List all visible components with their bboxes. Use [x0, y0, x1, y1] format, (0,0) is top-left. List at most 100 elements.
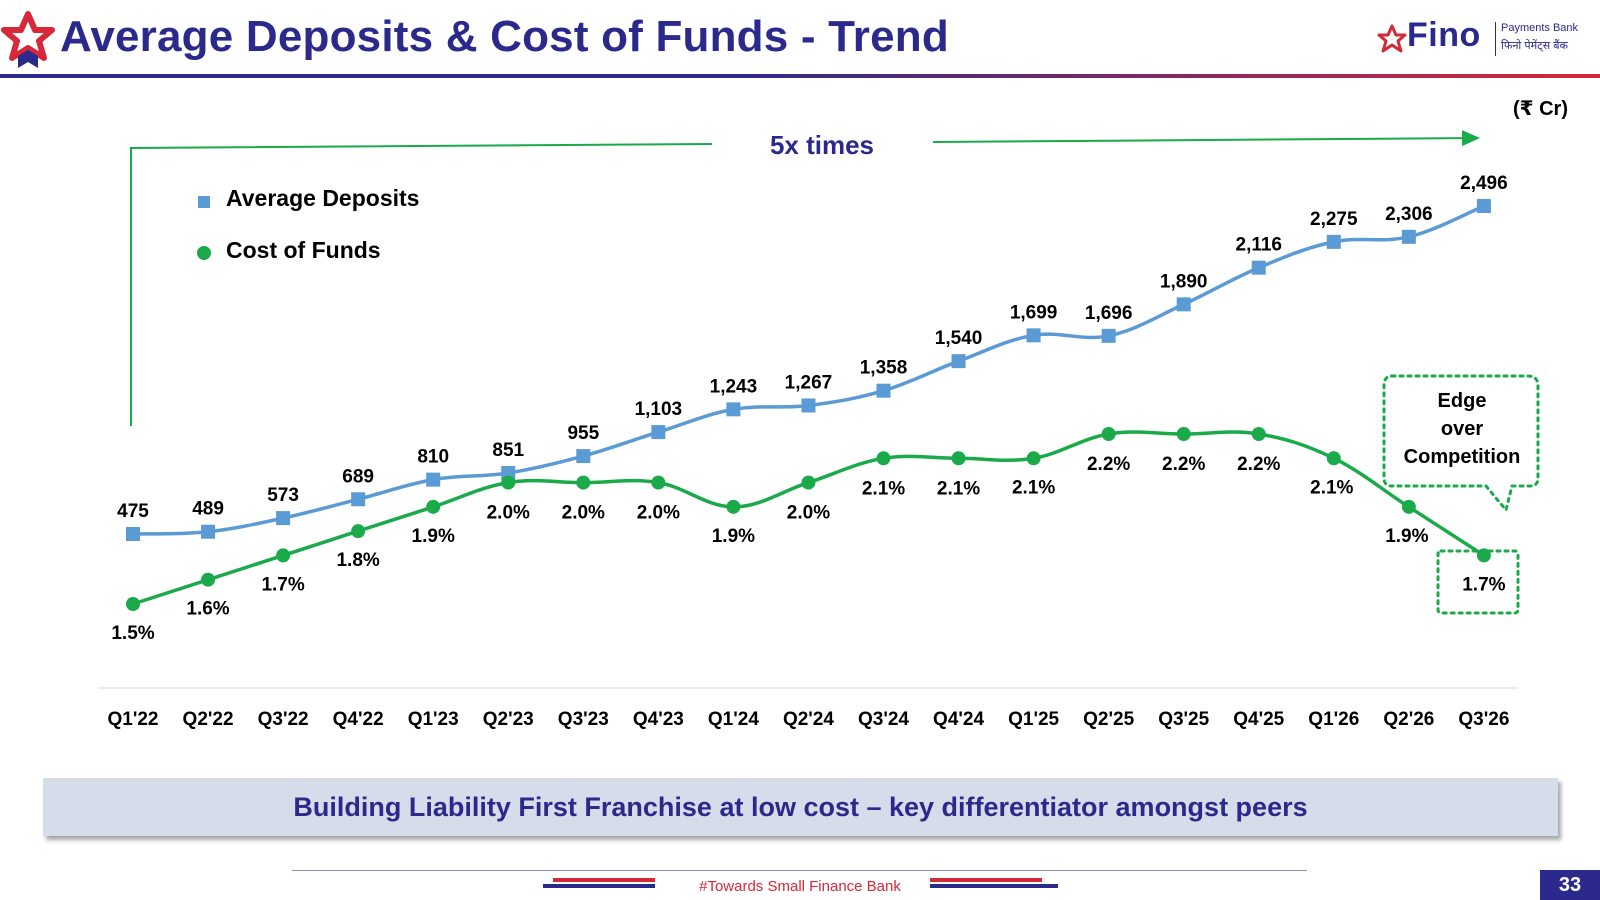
- cost-of-funds-value-label: 2.2%: [1237, 454, 1280, 475]
- cost-of-funds-value-label: 1.7%: [261, 574, 304, 595]
- cost-of-funds-point: [951, 451, 966, 466]
- deposits-point: [576, 449, 591, 464]
- cost-of-funds-point: [126, 597, 140, 611]
- cost-of-funds-point: [1326, 451, 1341, 466]
- cost-of-funds-value-label: 2.0%: [487, 503, 530, 524]
- deposits-value-label: 955: [567, 423, 599, 444]
- cost-of-funds-point: [651, 475, 666, 490]
- header-divider: [0, 74, 1600, 78]
- x-tick-label: Q1'25: [1008, 709, 1059, 730]
- cost-of-funds-value-label: 1.5%: [111, 623, 154, 644]
- deposits-point: [1401, 229, 1416, 244]
- x-tick-label: Q2'26: [1383, 709, 1434, 730]
- x-tick-label: Q3'22: [258, 709, 309, 730]
- cost-of-funds-value-label: 2.0%: [562, 503, 605, 524]
- brand-separator: [1495, 22, 1496, 56]
- page-title: Average Deposits & Cost of Funds - Trend: [60, 12, 949, 61]
- x-tick-label: Q2'24: [783, 709, 834, 730]
- cost-of-funds-value-label: 1.6%: [186, 599, 229, 620]
- deposits-point: [1101, 328, 1116, 343]
- deposits-value-label: 475: [117, 501, 149, 522]
- deposits-point: [1251, 260, 1266, 275]
- deposits-point: [726, 402, 741, 417]
- x-tick-label: Q1'22: [108, 709, 159, 730]
- footer-bar-left: [543, 884, 655, 888]
- unit-label: (₹ Cr): [1512, 98, 1568, 120]
- deposits-point: [501, 465, 516, 480]
- page-number: 33: [1540, 870, 1600, 900]
- cost-of-funds-value-label: 1.9%: [712, 526, 755, 547]
- deposits-value-label: 1,890: [1160, 271, 1208, 292]
- star-logo-icon: [1, 11, 55, 68]
- cost-of-funds-point: [276, 548, 291, 563]
- footer-bar-right-accent: [930, 878, 1042, 882]
- callout-line-1: Edge: [1438, 390, 1487, 412]
- cost-of-funds-value-label: 2.2%: [1087, 454, 1130, 475]
- cost-of-funds-value-label: 2.1%: [1310, 477, 1353, 498]
- deposits-point: [126, 527, 140, 541]
- deposits-point: [426, 472, 441, 487]
- deposits-value-label: 810: [417, 447, 449, 468]
- brand-name: Fino: [1407, 16, 1481, 54]
- cost-of-funds-point: [1101, 427, 1116, 441]
- cost-of-funds-value-label: 2.0%: [787, 503, 830, 524]
- cost-of-funds-value-label: 2.1%: [937, 478, 980, 499]
- deposits-point: [651, 425, 666, 440]
- x-tick-label: Q4'25: [1233, 709, 1284, 730]
- brand-logo: Fino Payments Bank फिनो पेमेंट्स बैंक: [1377, 16, 1592, 62]
- footer-bar-left-accent: [553, 878, 655, 882]
- footer-bar-right: [930, 884, 1058, 888]
- key-message-banner: Building Liability First Franchise at lo…: [43, 778, 1558, 836]
- x-tick-label: Q1'24: [708, 709, 759, 730]
- deposits-point: [1176, 297, 1191, 312]
- deposits-value-label: 1,540: [935, 328, 983, 349]
- callout-line-3: Competition: [1404, 446, 1521, 468]
- cost-of-funds-value-label: 1.7%: [1462, 574, 1505, 595]
- x-tick-label: Q1'26: [1308, 709, 1359, 730]
- deposits-point: [876, 383, 891, 398]
- deposits-point: [801, 398, 816, 413]
- callout-bubble: [1382, 374, 1540, 514]
- cost-of-funds-point: [726, 499, 741, 514]
- growth-bracket-left: [130, 143, 713, 426]
- cost-of-funds-value-label: 2.1%: [1012, 477, 1055, 498]
- deposits-point: [201, 524, 216, 539]
- cost-of-funds-value-label: 1.8%: [336, 550, 379, 571]
- x-tick-label: Q2'22: [183, 709, 234, 730]
- cost-of-funds-point: [1176, 427, 1191, 441]
- cost-of-funds-point: [1401, 499, 1416, 514]
- x-tick-label: Q2'23: [483, 709, 534, 730]
- cost-of-funds-point: [1251, 427, 1266, 441]
- cost-of-funds-value-label: 1.9%: [1385, 526, 1428, 547]
- x-tick-label: Q2'25: [1083, 709, 1134, 730]
- deposits-point: [951, 354, 966, 369]
- cost-of-funds-point: [876, 451, 891, 466]
- deposits-value-label: 1,696: [1085, 303, 1133, 324]
- deposits-value-label: 1,358: [860, 358, 908, 379]
- deposits-point: [276, 511, 291, 526]
- cost-of-funds-point: [426, 499, 441, 514]
- deposits-point: [351, 492, 366, 507]
- footer-divider: [292, 870, 1307, 871]
- growth-annotation: 5x times: [770, 130, 874, 160]
- cost-of-funds-value-label: 2.2%: [1162, 454, 1205, 475]
- callout-line-2: over: [1441, 418, 1483, 440]
- deposits-value-label: 1,243: [710, 376, 758, 397]
- deposits-value-label: 2,116: [1236, 235, 1283, 256]
- trend-chart: 5x times Average Deposits Cost of Funds …: [98, 130, 1540, 730]
- x-tick-label: Q3'24: [858, 709, 909, 730]
- growth-arrow: [932, 130, 1480, 147]
- deposits-value-label: 2,306: [1385, 204, 1433, 225]
- deposits-value-label: 1,267: [785, 372, 833, 393]
- x-tick-label: Q4'23: [633, 709, 684, 730]
- deposits-value-label: 2,496: [1460, 173, 1508, 194]
- fino-star-icon: [1377, 24, 1407, 53]
- deposits-value-label: 689: [342, 466, 374, 487]
- cost-of-funds-point: [576, 475, 591, 490]
- cost-of-funds-point: [201, 572, 216, 587]
- brand-tagline-hi: फिनो पेमेंट्स बैंक: [1501, 40, 1568, 52]
- x-tick-label: Q1'23: [408, 709, 459, 730]
- key-message-text: Building Liability First Franchise at lo…: [293, 791, 1308, 822]
- cost-of-funds-value-label: 2.1%: [862, 478, 905, 499]
- deposits-value-label: 2,275: [1310, 209, 1358, 230]
